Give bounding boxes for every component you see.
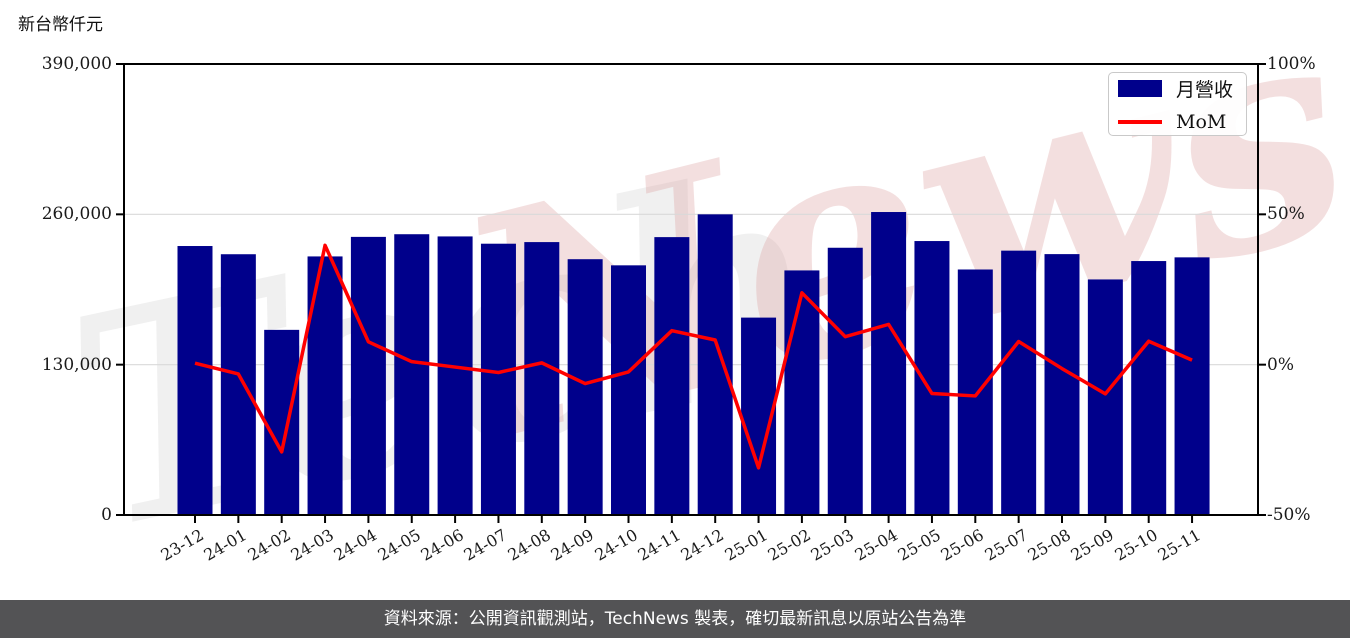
bar-25-04	[871, 212, 907, 515]
bar-24-08	[524, 242, 560, 516]
legend-item-revenue: 月營收	[1118, 75, 1246, 102]
bar-24-12	[697, 214, 733, 516]
bar-25-05	[914, 241, 950, 515]
y-axis-unit-label: 新台幣仟元	[18, 15, 103, 35]
legend-label-revenue: 月營收	[1176, 79, 1234, 101]
plot-svg: TechNews	[45, 0, 1350, 596]
line-swatch-icon	[1118, 120, 1162, 124]
bar-24-01	[220, 254, 256, 515]
y-tick-label-left: 0	[101, 505, 112, 525]
y-tick-label-left: 130,000	[41, 354, 112, 375]
bar-swatch-icon	[1118, 80, 1162, 97]
bar-24-06	[437, 236, 473, 515]
bar-24-04	[350, 236, 386, 515]
legend-item-mom: MoM	[1118, 111, 1246, 133]
mom-line	[194, 243, 1193, 470]
bar-25-11	[1174, 257, 1210, 515]
bar-25-10	[1131, 261, 1167, 515]
bar-25-09	[1087, 279, 1123, 515]
y-tick-label-right: 0%	[1267, 354, 1294, 375]
y-tick-label-left: 390,000	[41, 54, 112, 74]
bar-24-09	[567, 259, 603, 515]
bar-24-10	[611, 265, 646, 515]
bar-25-03	[827, 247, 863, 515]
y-tick-label-right: 100%	[1267, 54, 1316, 74]
bar-25-06	[957, 269, 993, 515]
bar-23-12	[177, 246, 213, 515]
bar-25-07	[1001, 250, 1037, 515]
footer-source-note: 資料來源：公開資訊觀測站，TechNews 製表，確切最新訊息以原站公告為準	[0, 600, 1350, 638]
y-tick-label-right: 50%	[1267, 204, 1305, 225]
bar-24-07	[480, 243, 516, 515]
bar-24-02	[264, 329, 300, 515]
legend-label-mom: MoM	[1176, 111, 1227, 133]
y-tick-label-right: -50%	[1267, 505, 1311, 525]
bar-25-08	[1044, 254, 1080, 516]
bar-24-11	[654, 237, 690, 515]
y-tick-label-left: 260,000	[41, 204, 112, 225]
bar-24-05	[394, 234, 430, 516]
bar-25-02	[784, 270, 820, 515]
legend: 月營收 MoM	[1108, 72, 1247, 136]
plot-spines	[123, 63, 1259, 516]
